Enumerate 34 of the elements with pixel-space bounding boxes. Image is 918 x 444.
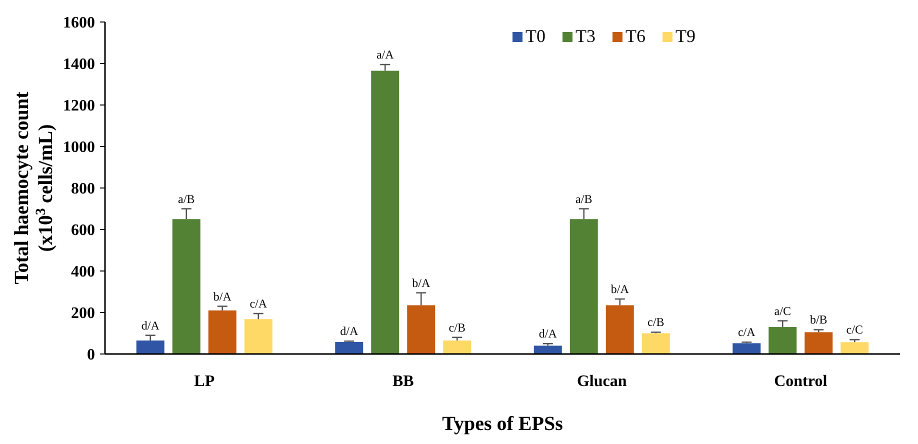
y-tick-label: 1600 bbox=[63, 14, 95, 32]
legend-label: T0 bbox=[526, 26, 546, 46]
data-label: c/C bbox=[846, 322, 863, 337]
y-tick-label: 800 bbox=[71, 180, 95, 198]
x-tick-label: Control bbox=[774, 373, 828, 390]
y-tick-label: 0 bbox=[87, 346, 95, 364]
data-label: c/A bbox=[250, 296, 268, 311]
data-label: b/A bbox=[213, 289, 232, 304]
legend-label: T3 bbox=[576, 26, 596, 46]
x-tick-label: BB bbox=[392, 373, 414, 390]
y-tick-label: 1200 bbox=[63, 98, 95, 115]
x-tick-label: LP bbox=[194, 373, 215, 390]
data-label: a/B bbox=[576, 192, 592, 206]
y-tick-label: 1400 bbox=[63, 56, 95, 74]
data-label: c/B bbox=[448, 320, 466, 334]
x-axis-title: Types of EPSs bbox=[442, 413, 564, 435]
data-label: d/A bbox=[141, 318, 160, 332]
y-tick-label: 200 bbox=[71, 305, 95, 322]
data-label: c/A bbox=[738, 325, 756, 340]
data-label: a/A bbox=[376, 48, 394, 62]
y-tick-label: 1000 bbox=[63, 139, 95, 156]
data-label: d/A bbox=[538, 326, 558, 341]
data-label: b/A bbox=[412, 276, 430, 290]
data-label: a/C bbox=[774, 304, 791, 318]
y-tick-label: 400 bbox=[71, 264, 95, 281]
data-label: b/B bbox=[810, 312, 828, 327]
data-label: d/A bbox=[340, 324, 358, 338]
data-label: b/A bbox=[610, 282, 630, 296]
x-tick-label: Glucan bbox=[576, 373, 627, 390]
legend-label: T6 bbox=[626, 26, 646, 46]
data-label: c/B bbox=[648, 315, 664, 330]
legend-label: T9 bbox=[676, 26, 696, 46]
data-label: a/B bbox=[178, 192, 195, 206]
y-tick-label: 600 bbox=[71, 222, 95, 240]
